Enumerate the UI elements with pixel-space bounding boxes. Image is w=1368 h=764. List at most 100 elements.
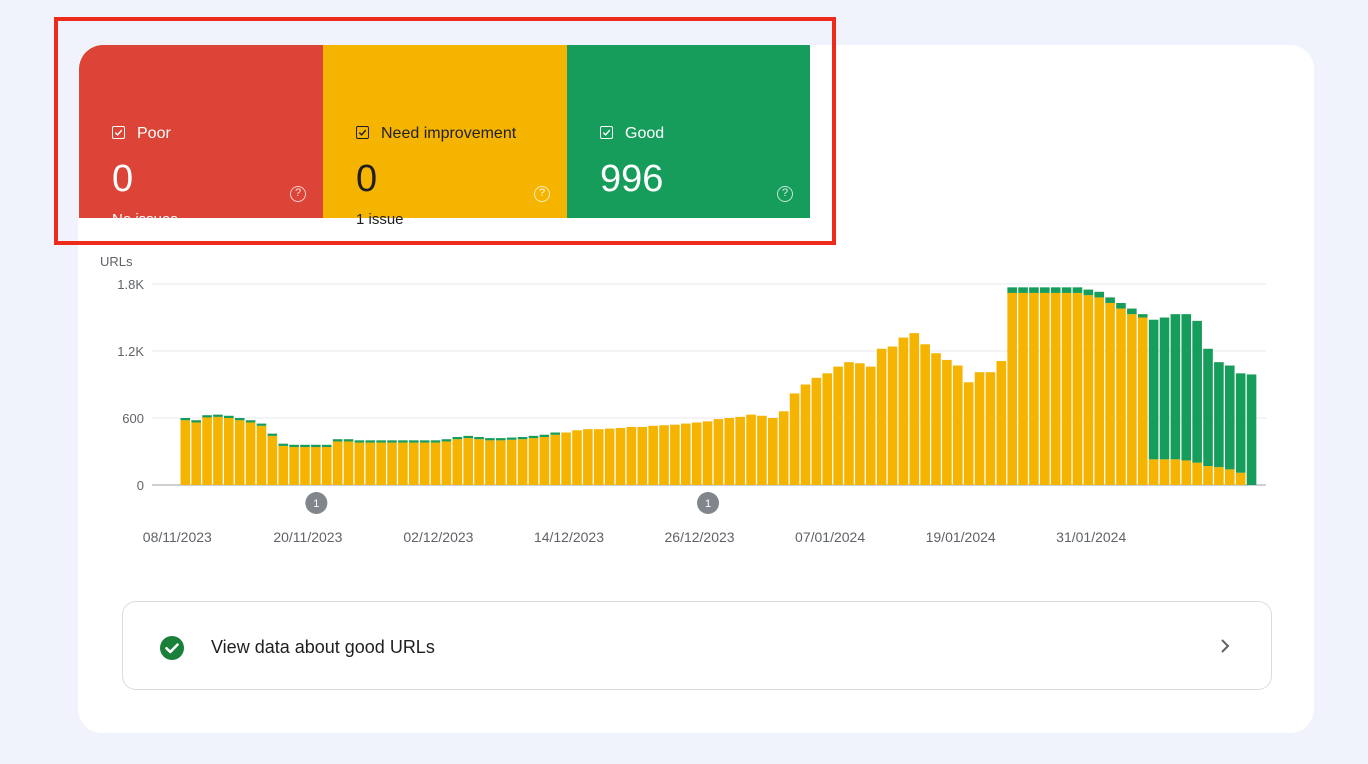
bar-segment [387,440,397,443]
bar-segment [1050,287,1061,293]
bar-segment [365,442,376,485]
bar-segment [180,418,191,421]
bar-segment [398,440,408,443]
bar-segment [452,439,463,485]
bar-segment [1235,472,1246,485]
bar-segment [876,348,887,485]
bar-segment [256,425,267,485]
bar-segment [496,438,506,441]
bar-segment [354,440,365,443]
need-improvement-subtext: 1 issue [356,211,404,228]
bar-segment [343,441,354,485]
bar-segment [615,428,626,485]
bar-segment [202,415,212,418]
poor-tile[interactable]: Poor 0 No issues ? [79,45,323,228]
bar-segment [778,411,789,485]
bar-segment [1192,462,1202,485]
help-icon[interactable]: ? [777,186,793,202]
bar-segment [441,441,452,485]
bar-segment [1116,308,1126,485]
bar-segment [746,414,756,485]
bar-segment [561,432,571,485]
bar-segment [583,429,593,485]
help-icon[interactable]: ? [290,186,306,202]
bar-segment [550,432,561,435]
bar-segment [191,420,201,423]
bar-segment [517,439,528,485]
bar-segment [234,418,245,421]
bar-segment [735,416,745,485]
bar-segment [1050,292,1061,485]
bar-segment [1224,469,1235,485]
bar-segment [517,436,528,440]
bar-segment [789,393,800,485]
bar-segment [365,440,376,443]
bar-segment [419,442,430,485]
view-good-urls-link[interactable]: View data about good URLs [122,601,1272,690]
bar-segment [724,418,735,485]
good-tile[interactable]: Good 996 ? [567,45,810,218]
bar-segment [1159,317,1170,460]
good-checkbox-icon[interactable] [600,126,613,139]
bar-segment [213,414,223,417]
bar-segment [1105,302,1115,485]
bar-segment [1203,348,1213,467]
need-improvement-checkbox-icon[interactable] [356,126,369,139]
bar-segment [1040,292,1050,485]
bar-segment [398,442,408,485]
need-improvement-tile[interactable]: Need improvement 0 1 issue ? [323,45,567,228]
bar-segment [1127,314,1137,485]
bar-segment [311,447,321,485]
bar-segment [528,435,539,439]
bar-segment [332,439,343,442]
bar-segment [1137,314,1148,318]
bar-segment [811,377,822,485]
good-label: Good [625,125,665,142]
bar-segment [1159,459,1170,485]
bar-segment [985,372,996,485]
bar-segment [833,366,843,485]
bar-segment [311,444,321,448]
bar-segment [485,438,495,441]
bar-segment [332,441,343,485]
annotation-label: 1 [313,498,319,510]
bar-segment [931,353,941,485]
bar-segment [300,444,310,448]
bar-segment [1018,287,1028,293]
bar-segment [887,346,898,485]
bar-segment [768,418,778,485]
bar-segment [463,435,473,439]
bar-segment [441,439,452,442]
poor-label: Poor [137,125,171,142]
bar-segment [1181,314,1192,461]
bar-segment [963,382,974,485]
bar-segment [855,363,865,485]
poor-checkbox-icon[interactable] [112,126,125,139]
status-tiles: Poor 0 No issues ? Need improvement 0 1 … [79,45,810,228]
y-tick-label: 0 [137,478,144,493]
poor-subtext: No issues [112,211,178,228]
help-icon[interactable]: ? [534,186,550,202]
y-tick-label: 600 [122,411,144,426]
bar-segment [1029,287,1039,293]
bar-segment [224,415,234,418]
bar-segment [952,365,963,485]
bar-segment [1181,460,1192,485]
need-improvement-label: Need improvement [381,125,517,142]
bar-segment [1083,289,1094,296]
bar-segment [245,420,256,423]
y-tick-label: 1.2K [117,344,144,359]
bar-segment [626,426,637,485]
need-improvement-count: 0 [356,158,378,200]
bar-segment [680,423,691,485]
bar-segment [865,366,876,485]
bar-segment [1214,467,1224,485]
bar-segment [289,444,299,448]
bar-segment [659,425,669,485]
bar-segment [844,362,854,485]
bar-segment [996,361,1007,485]
bar-segment [202,417,212,485]
bar-segment [267,435,278,485]
bar-segment [1007,287,1017,293]
x-tick-label: 26/12/2023 [665,529,735,545]
